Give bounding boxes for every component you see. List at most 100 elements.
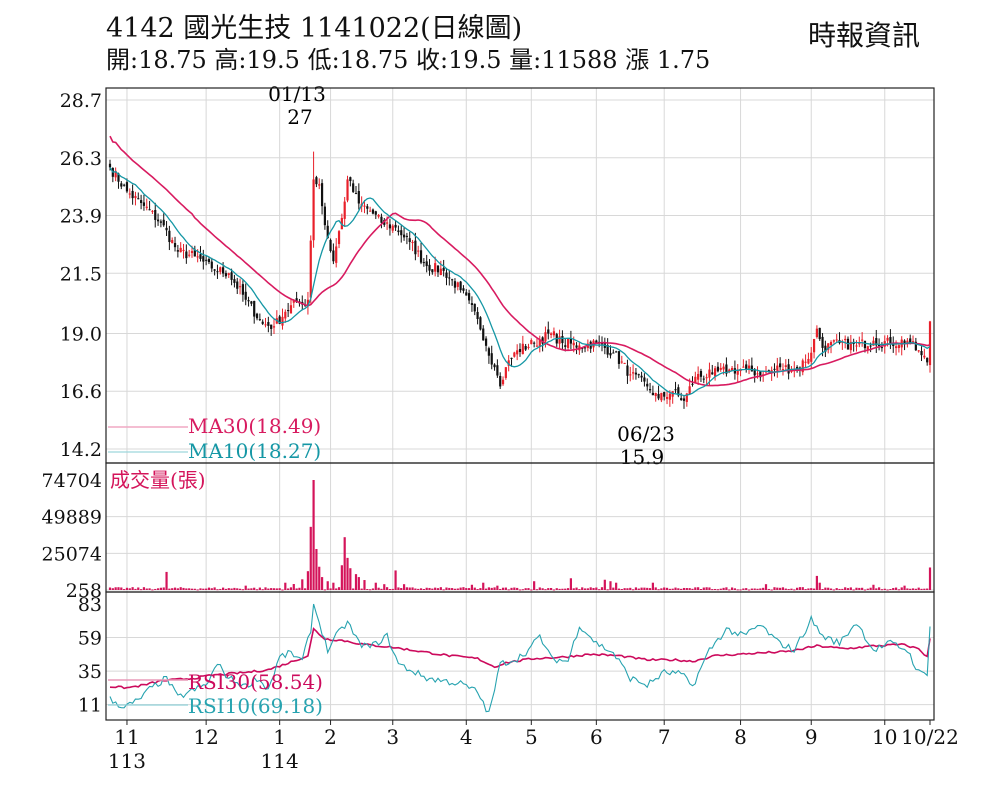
- candle-body: [456, 282, 459, 287]
- candle-body: [312, 179, 315, 241]
- candle-body: [575, 345, 578, 348]
- candle-body: [137, 198, 140, 200]
- volume-bar: [889, 589, 892, 591]
- volume-bar: [685, 588, 688, 590]
- candle-body: [821, 336, 824, 348]
- candle-body: [425, 261, 428, 267]
- volume-bar: [841, 588, 844, 590]
- volume-bar: [558, 588, 561, 590]
- candle-body: [779, 363, 782, 368]
- candle-body: [114, 170, 117, 178]
- candle-body: [869, 345, 872, 347]
- volume-bar: [357, 577, 360, 590]
- volume-bar: [448, 587, 451, 590]
- volume-bar: [442, 589, 445, 591]
- volume-bar: [680, 588, 683, 590]
- candle-body: [863, 340, 867, 349]
- volume-bar: [835, 588, 838, 590]
- candle-body: [844, 338, 847, 341]
- volume-bar: [878, 587, 881, 590]
- volume-bar: [886, 589, 889, 591]
- volume-bar: [858, 587, 861, 590]
- volume-bar: [883, 588, 886, 590]
- candle-body: [154, 210, 157, 220]
- candle-body: [369, 210, 372, 212]
- volume-bar: [773, 587, 776, 590]
- x-tick-label: 3: [386, 725, 399, 749]
- candle-body: [123, 184, 126, 186]
- candle-body: [906, 340, 909, 344]
- candle-body: [388, 224, 392, 229]
- candle-body: [911, 341, 915, 344]
- volume-bar: [484, 588, 488, 590]
- grid-lines: [106, 88, 934, 720]
- candle-body: [417, 250, 420, 252]
- candle-body: [812, 338, 816, 353]
- volume-bar: [900, 587, 903, 590]
- volume-bar: [691, 588, 694, 590]
- volume-bar: [275, 588, 278, 590]
- candle-body: [866, 346, 869, 350]
- candle-body: [801, 360, 804, 373]
- candle-body: [306, 299, 310, 307]
- volume-bar: [193, 588, 196, 590]
- y-tick-label: 59: [78, 628, 102, 650]
- y-tick-label: 26.3: [60, 148, 102, 170]
- candle-body: [643, 377, 646, 382]
- candle-body: [465, 292, 468, 296]
- candle-body: [747, 365, 751, 369]
- data-source: 時報資訊: [808, 19, 921, 52]
- rsi10-legend-label: RSI10(69.18): [188, 694, 323, 718]
- candle-body: [213, 269, 216, 271]
- volume-bar: [928, 567, 932, 590]
- volume-bar: [408, 587, 411, 590]
- volume-bar: [702, 587, 705, 590]
- volume-bar: [671, 588, 674, 590]
- volume-bar: [504, 587, 507, 590]
- volume-bar: [451, 588, 454, 590]
- volume-bar: [456, 588, 459, 590]
- volume-bar: [436, 588, 440, 590]
- volume-bar: [759, 588, 762, 590]
- candle-body: [827, 343, 830, 350]
- volume-bar: [298, 587, 301, 590]
- candle-body: [284, 311, 287, 319]
- candle-body: [513, 352, 516, 357]
- candle-body: [253, 300, 256, 317]
- candle-body: [120, 183, 123, 187]
- candle-body: [459, 281, 462, 291]
- volume-bar: [518, 589, 522, 591]
- volume-bar: [199, 588, 202, 590]
- volume-bar: [292, 584, 295, 590]
- candle-body: [244, 291, 247, 300]
- volume-bar: [281, 589, 284, 591]
- candle-body: [402, 234, 406, 238]
- volume-bar: [493, 587, 496, 590]
- volume-bar: [182, 587, 185, 590]
- candle-body: [750, 365, 753, 372]
- volume-bar: [513, 587, 516, 590]
- candle-body: [134, 195, 137, 199]
- candle-body: [320, 183, 324, 207]
- candle-body: [490, 353, 493, 365]
- candle-body: [159, 221, 162, 223]
- volume-bar: [236, 588, 239, 590]
- volume-bar: [312, 480, 315, 590]
- volume-bar: [561, 588, 564, 590]
- volume-bar: [156, 588, 160, 590]
- candle-body: [145, 206, 148, 208]
- candle-body: [714, 368, 717, 377]
- candle-body: [665, 396, 669, 399]
- candle-body: [917, 350, 920, 352]
- candle-body: [377, 214, 380, 217]
- candle-body: [872, 340, 875, 346]
- volume-bar: [210, 588, 213, 590]
- candle-body: [510, 357, 513, 359]
- volume-panel-title: 成交量(張): [110, 468, 206, 492]
- candle-body: [810, 352, 813, 362]
- candle-body: [210, 261, 213, 269]
- candle-body: [343, 201, 346, 219]
- candle-body: [759, 371, 762, 378]
- candle-body: [544, 332, 547, 342]
